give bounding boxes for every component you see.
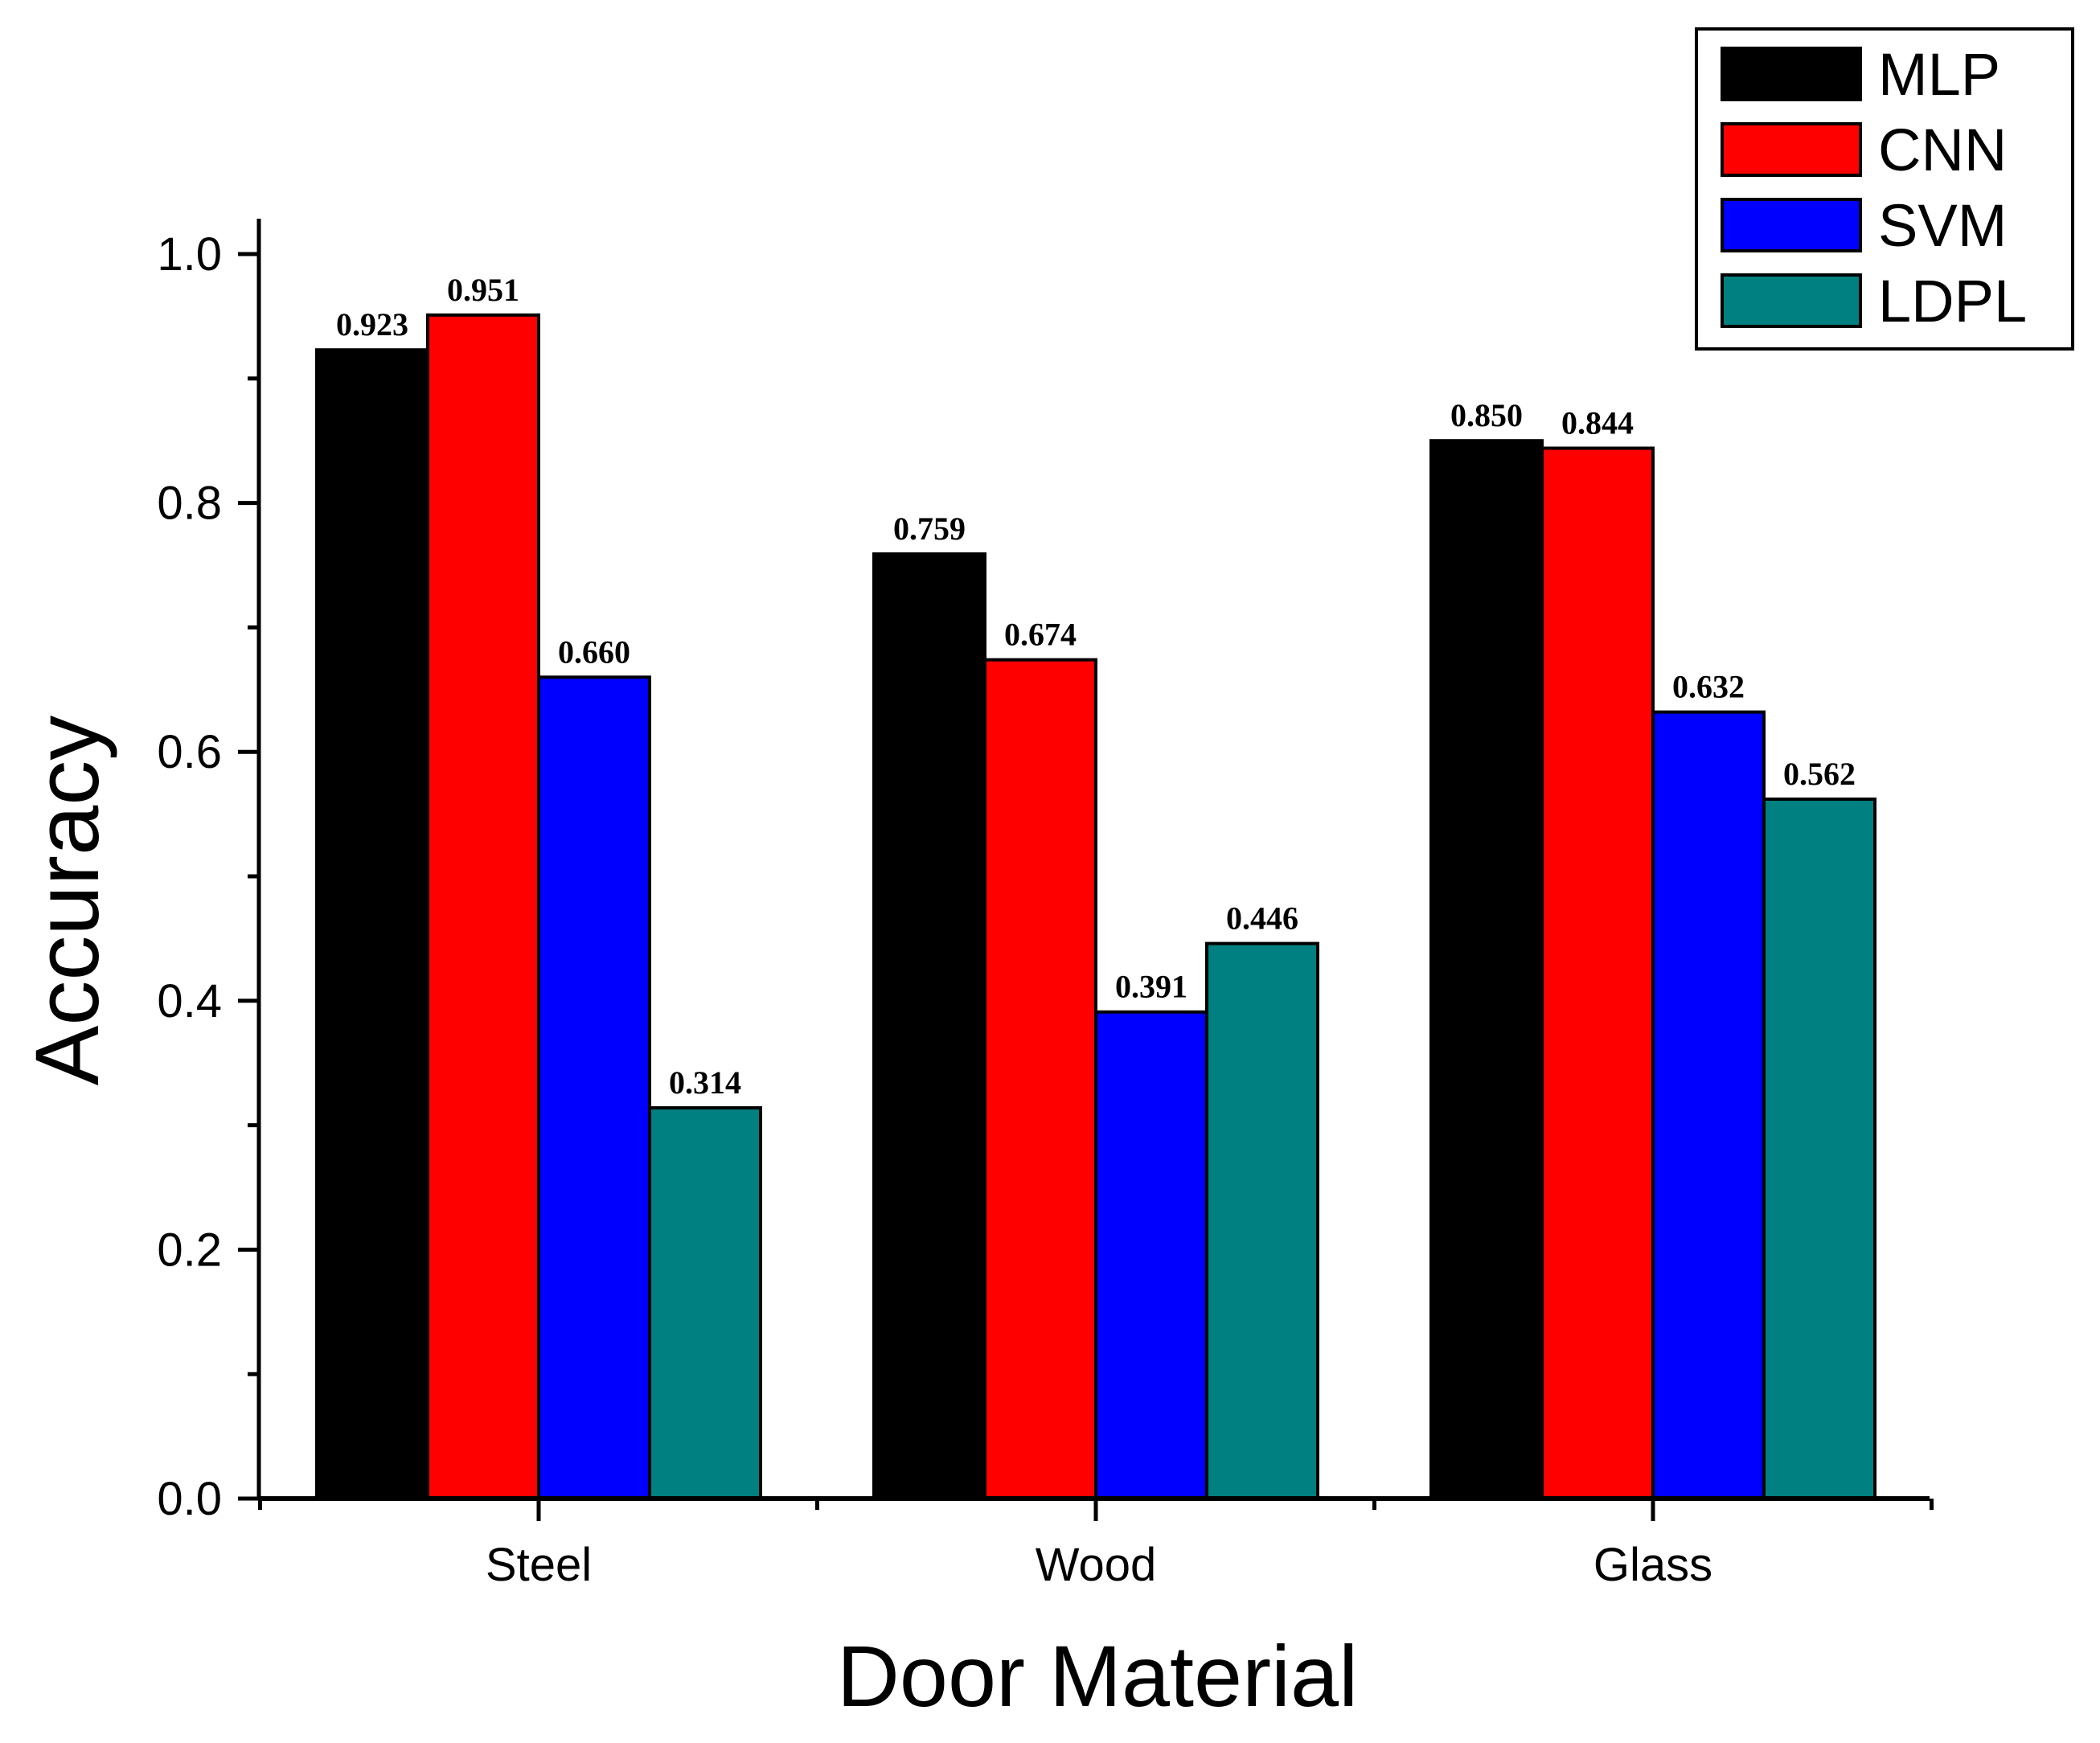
y-tick-label: 0.6 xyxy=(157,726,222,778)
legend-label-svm: SVM xyxy=(1878,192,2007,259)
bar-mlp-steel xyxy=(315,348,429,1500)
data-label-cnn-glass: 0.844 xyxy=(1561,404,1634,441)
data-label-mlp-glass: 0.850 xyxy=(1450,397,1523,433)
y-axis-title: Accuracy xyxy=(17,716,117,1086)
data-label-svm-steel: 0.660 xyxy=(558,634,630,670)
y-tick-label: 0.0 xyxy=(157,1473,222,1525)
data-label-cnn-steel: 0.951 xyxy=(447,272,519,308)
y-tick-label: 0.4 xyxy=(157,975,222,1027)
bar-mlp-glass xyxy=(1429,439,1544,1501)
x-axis-title: Door Material xyxy=(837,1627,1358,1725)
legend-label-mlp: MLP xyxy=(1878,41,2000,108)
data-label-mlp-wood: 0.759 xyxy=(893,511,966,547)
bar-cnn-steel xyxy=(426,313,540,1500)
bar-ldpl-glass xyxy=(1762,798,1876,1500)
y-ticks-group: 0.0 0.2 0.4 0.6 0.8 1.0 xyxy=(157,228,259,1525)
bar-ldpl-wood xyxy=(1205,941,1319,1501)
y-tick-label: 0.8 xyxy=(157,478,222,530)
bar-cnn-glass xyxy=(1540,446,1655,1500)
legend-label-cnn: CNN xyxy=(1878,117,2007,183)
bar-svm-wood xyxy=(1094,1010,1208,1501)
data-label-svm-glass: 0.632 xyxy=(1672,669,1745,705)
legend-swatch-ldpl xyxy=(1721,273,1862,328)
data-label-mlp-steel: 0.923 xyxy=(336,306,408,342)
bar-svm-steel xyxy=(537,675,651,1500)
data-labels-group: 0.923 0.951 0.660 0.314 0.759 0.674 0.391 0.446… xyxy=(336,272,1856,1101)
x-tick-label-steel: Steel xyxy=(486,1539,592,1591)
bar-mlp-wood xyxy=(872,552,986,1500)
legend-swatch-svm xyxy=(1721,198,1862,252)
bar-cnn-wood xyxy=(983,658,1097,1501)
x-ticks-group: Steel Wood Glass xyxy=(258,1499,1934,1591)
x-tick-label-wood: Wood xyxy=(1036,1539,1156,1591)
legend: MLP CNN SVM LDPL xyxy=(1695,27,2074,351)
bar-svm-glass xyxy=(1651,710,1766,1500)
bar-ldpl-steel xyxy=(648,1105,762,1500)
data-label-ldpl-glass: 0.562 xyxy=(1783,756,1856,792)
bars-group xyxy=(315,313,1876,1501)
legend-swatch-mlp xyxy=(1721,47,1862,101)
data-label-cnn-wood: 0.674 xyxy=(1004,617,1077,653)
legend-label-ldpl: LDPL xyxy=(1878,268,2027,334)
data-label-svm-wood: 0.391 xyxy=(1115,969,1187,1005)
y-tick-label: 0.2 xyxy=(157,1224,222,1276)
data-label-ldpl-steel: 0.314 xyxy=(669,1064,741,1101)
y-tick-label: 1.0 xyxy=(157,228,222,281)
data-label-ldpl-wood: 0.446 xyxy=(1226,900,1298,937)
x-tick-label-glass: Glass xyxy=(1593,1539,1712,1591)
legend-swatch-cnn xyxy=(1721,122,1862,177)
